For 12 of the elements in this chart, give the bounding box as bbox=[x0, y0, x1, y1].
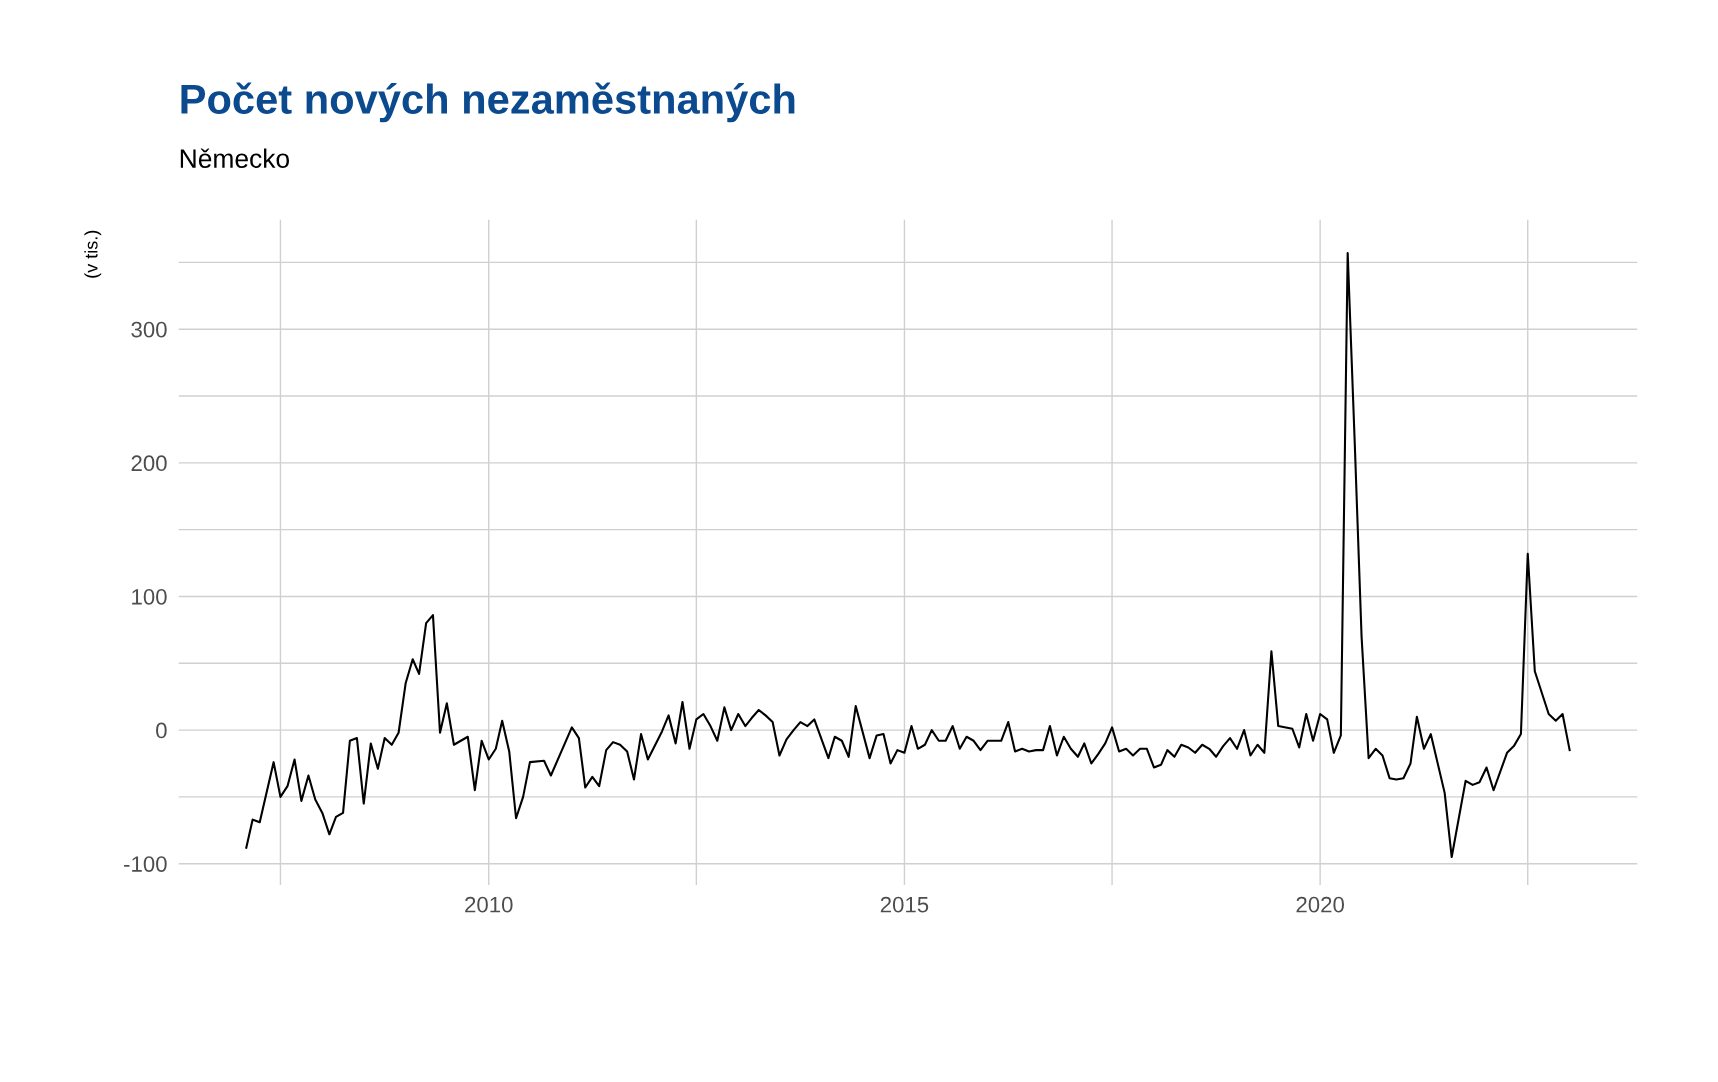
y-tick-label: 200 bbox=[131, 455, 167, 472]
x-tick-label: 2020 bbox=[1296, 896, 1344, 913]
chart-title: Počet nových nezaměstnaných bbox=[181, 82, 795, 123]
y-tick-label: 0 bbox=[156, 722, 167, 739]
chart-subtitle: Německo bbox=[180, 148, 290, 168]
y-tick-label: 300 bbox=[131, 321, 167, 338]
y-axis-title: (v tis.) bbox=[84, 230, 102, 278]
line-series bbox=[245, 252, 1571, 859]
x-tick-label: 2010 bbox=[465, 896, 513, 913]
y-tick-label: -100 bbox=[124, 856, 167, 872]
y-tick-label: 100 bbox=[132, 588, 167, 605]
x-tick-label: 2015 bbox=[880, 896, 929, 913]
